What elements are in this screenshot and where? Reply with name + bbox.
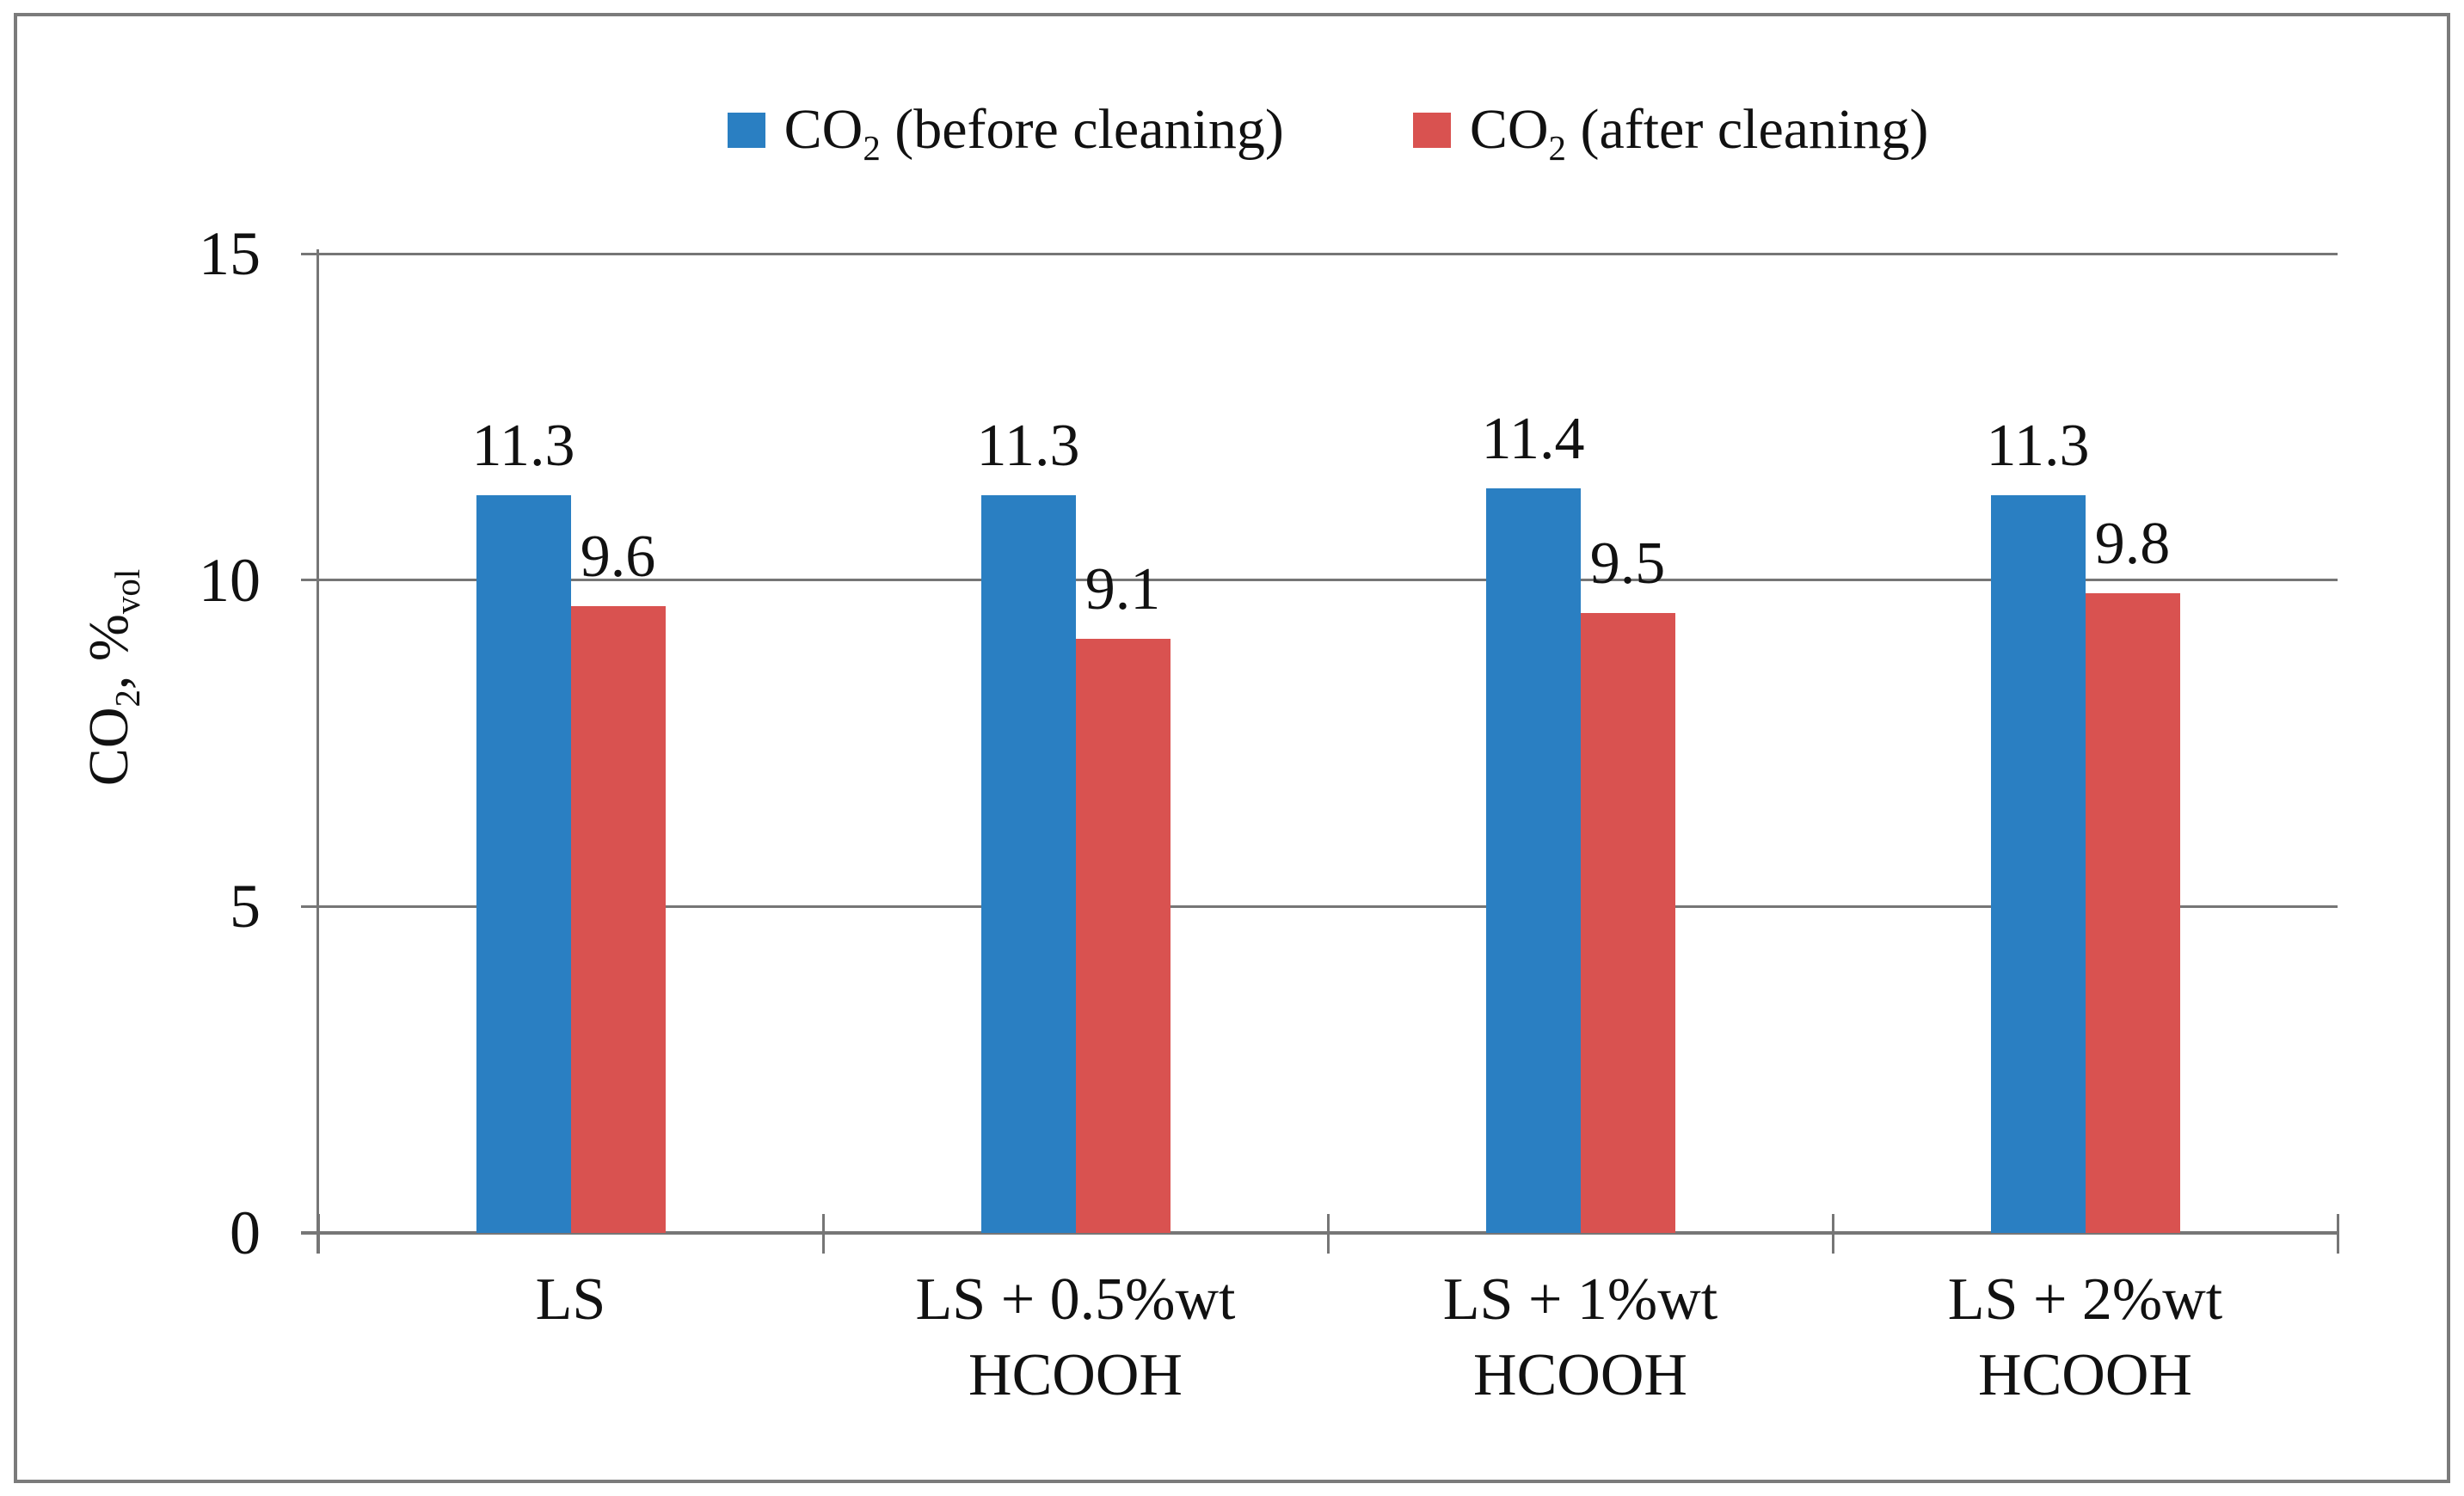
category-label-3: LS + 1%wt HCOOH <box>1329 1262 1833 1413</box>
bar-value-label-before-3: 11.4 <box>1481 406 1585 473</box>
bar-value-label-after-1: 9.6 <box>580 524 656 591</box>
y-axis-tick-5 <box>301 904 318 908</box>
bar-after-1 <box>570 606 666 1233</box>
category-label-line: HCOOH <box>1978 1342 2192 1408</box>
x-axis-tick-0 <box>316 1214 320 1254</box>
bar-before-4 <box>1990 494 2086 1233</box>
x-axis-tick-1 <box>821 1214 825 1254</box>
x-axis-line <box>301 1231 2338 1235</box>
legend-item-before-cleaning: CO2 (before cleaning) <box>727 96 1284 169</box>
gridline-15 <box>318 252 2338 255</box>
bar-after-2 <box>1075 639 1171 1233</box>
bar-value-label-before-1: 11.3 <box>471 412 575 479</box>
category-label-line: HCOOH <box>968 1342 1183 1408</box>
category-label-line: LS + 0.5%wt <box>915 1266 1236 1333</box>
legend-item-after-cleaning: CO2 (after cleaning) <box>1412 96 1929 169</box>
category-label-1: LS <box>319 1262 823 1338</box>
bar-before-3 <box>1485 488 1581 1233</box>
legend-swatch-after-icon <box>1412 112 1451 148</box>
gridline-10 <box>318 579 2338 582</box>
category-label-2: LS + 0.5%wt HCOOH <box>824 1262 1328 1413</box>
bar-value-label-before-2: 11.3 <box>976 412 1080 479</box>
legend-label-before: CO2 (before cleaning) <box>783 98 1284 169</box>
chart-legend: CO2 (before cleaning) CO2 (after cleanin… <box>318 96 2338 169</box>
y-tick-label-5: 5 <box>230 872 261 941</box>
category-label-line: HCOOH <box>1473 1342 1687 1408</box>
category-label-line: LS <box>535 1266 606 1333</box>
bar-value-label-after-2: 9.1 <box>1085 556 1161 622</box>
category-label-line: LS + 2%wt <box>1947 1266 2223 1333</box>
y-tick-label-0: 0 <box>230 1199 261 1267</box>
category-label-4: LS + 2%wt HCOOH <box>1834 1262 2338 1413</box>
legend-label-after: CO2 (after cleaning) <box>1469 98 1929 169</box>
x-axis-tick-3 <box>1831 1214 1834 1254</box>
bar-value-label-before-4: 11.3 <box>1986 412 2090 479</box>
bar-after-4 <box>2085 592 2180 1233</box>
gridline-5 <box>318 904 2338 908</box>
category-label-line: LS + 1%wt <box>1442 1266 1718 1333</box>
bar-value-label-after-4: 9.8 <box>2094 510 2171 577</box>
y-axis-line <box>316 249 319 1254</box>
x-axis-tick-2 <box>1326 1214 1330 1254</box>
bar-before-1 <box>476 494 571 1233</box>
y-axis-tick-15 <box>301 252 318 255</box>
y-tick-label-10: 10 <box>199 545 261 615</box>
bar-after-3 <box>1580 612 1675 1233</box>
bar-value-label-after-3: 9.5 <box>1589 530 1666 597</box>
y-tick-label-15: 15 <box>199 219 261 288</box>
x-axis-tick-4 <box>2336 1214 2339 1254</box>
bar-before-2 <box>980 494 1076 1233</box>
legend-swatch-before-icon <box>727 112 765 148</box>
y-axis-tick-10 <box>301 579 318 582</box>
